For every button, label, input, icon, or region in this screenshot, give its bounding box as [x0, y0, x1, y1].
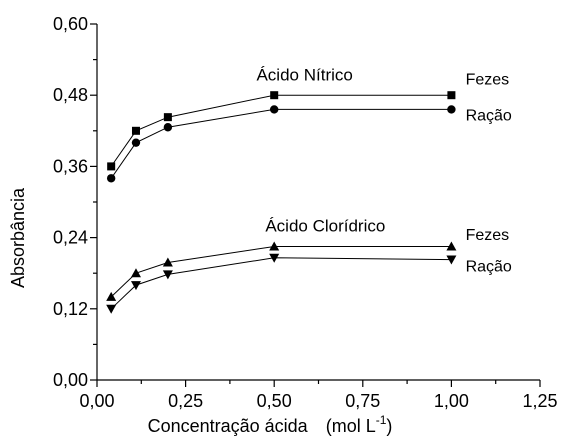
data-point-acido-cloridrico-fezes — [106, 291, 117, 301]
annotation-1: Fezes — [466, 72, 510, 89]
data-point-acido-cloridrico-fezes — [130, 268, 141, 278]
y-tick-label: 0,48 — [53, 85, 88, 105]
data-point-acido-nitrico-fezes — [107, 162, 116, 171]
x-axis-title: Concentração ácida (mol L-1) — [148, 413, 393, 436]
data-point-acido-nitrico-fezes — [447, 91, 456, 100]
series-line-acido-cloridrico-fezes — [110, 246, 452, 298]
series-line-acido-cloridrico-racao — [110, 257, 452, 310]
y-tick-label: 0,12 — [53, 299, 88, 319]
annotation-5: Ração — [466, 258, 512, 275]
data-point-acido-cloridrico-racao — [130, 281, 141, 291]
x-tick-label: 0,25 — [168, 391, 203, 411]
y-tick-label: 0,36 — [53, 156, 88, 176]
annotation-0: Ácido Nítrico — [256, 65, 352, 84]
y-tick-label: 0,60 — [53, 14, 88, 34]
y-tick-label: 0,00 — [53, 370, 88, 390]
data-point-acido-nitrico-fezes — [131, 126, 140, 135]
x-tick-label: 0,75 — [345, 391, 380, 411]
y-tick-label: 0,24 — [53, 228, 88, 248]
data-point-acido-nitrico-fezes — [270, 91, 279, 100]
data-point-acido-cloridrico-fezes — [269, 241, 280, 251]
x-tick-label: 1,25 — [522, 391, 557, 411]
data-point-acido-cloridrico-racao — [106, 304, 117, 314]
x-tick-label: 0,00 — [79, 391, 114, 411]
annotation-4: Fezes — [466, 227, 510, 244]
x-axis-unit-close: ) — [386, 416, 392, 436]
data-point-acido-nitrico-racao — [163, 123, 173, 132]
annotations: Ácido Nítrico Fezes Ração Ácido Clorídrico F… — [256, 65, 511, 275]
data-point-acido-cloridrico-racao — [162, 270, 173, 280]
x-axis-title-text: Concentração ácida — [148, 416, 309, 436]
series-layer — [106, 91, 457, 314]
x-tick-label: 1,00 — [434, 391, 469, 411]
data-point-acido-cloridrico-racao — [269, 253, 280, 263]
x-axis-unit-superscript: -1 — [376, 413, 387, 427]
data-point-acido-nitrico-racao — [131, 138, 141, 147]
ticks: 0,00 0,25 0,50 0,75 1,00 1,25 0,00 0,12 0,24 0,36… — [53, 14, 558, 411]
annotation-2: Ração — [466, 108, 512, 125]
annotation-3: Ácido Clorídrico — [265, 217, 385, 236]
data-point-acido-nitrico-racao — [270, 105, 279, 114]
data-point-acido-cloridrico-fezes — [162, 257, 173, 267]
y-axis-title: Absorbância — [8, 187, 28, 288]
series-line-acido-nitrico-fezes — [110, 94, 452, 167]
x-axis-unit: (mol L — [326, 416, 376, 436]
data-point-acido-nitrico-racao — [106, 174, 116, 183]
data-point-acido-cloridrico-racao — [446, 255, 457, 265]
data-point-acido-nitrico-fezes — [163, 113, 172, 122]
data-point-acido-nitrico-racao — [447, 105, 456, 114]
x-tick-label: 0,50 — [257, 391, 292, 411]
data-point-acido-cloridrico-fezes — [446, 241, 457, 251]
